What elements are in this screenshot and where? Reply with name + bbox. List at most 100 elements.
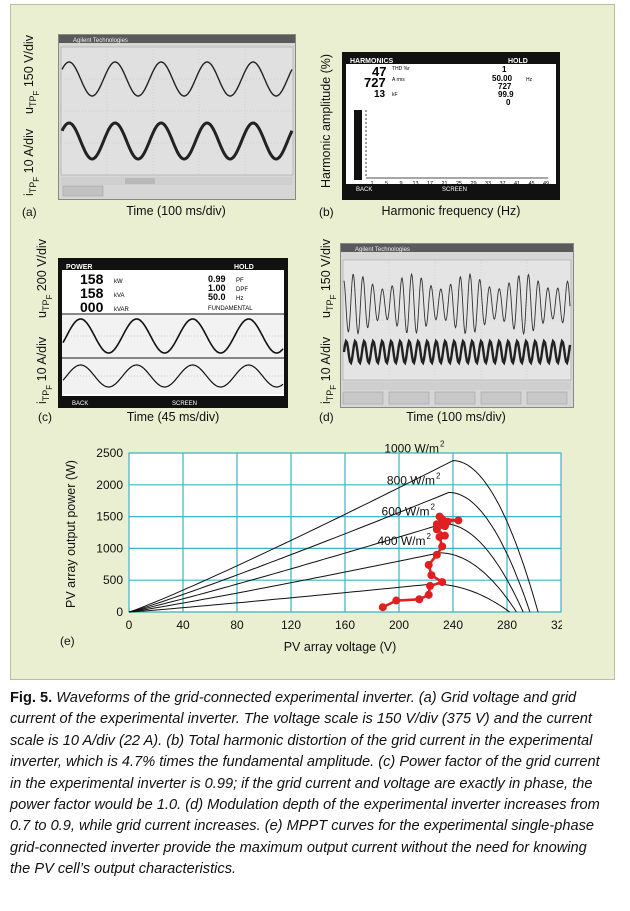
panel-b-screen-key: SCREEN bbox=[442, 187, 467, 193]
chart-x-tick-label: 200 bbox=[389, 618, 409, 632]
panel-b-rms-unit: A rms bbox=[392, 77, 405, 83]
panel-d-xlabel: Time (100 ms/div) bbox=[406, 410, 506, 424]
caption-text: Waveforms of the grid-connected experime… bbox=[10, 690, 600, 878]
chart-ylabel: PV array output power (W) bbox=[64, 460, 78, 608]
pv-curve bbox=[128, 491, 531, 613]
panel-b-meter-screen: HARMONICS HOLD 47 THD %r 727 A rms 13 kF… bbox=[342, 52, 560, 200]
panel-b-fundamental-bar bbox=[354, 110, 362, 180]
panel-a-waveforms: Agilent Technologies bbox=[59, 35, 295, 197]
pv-curve-label: 600 W/m bbox=[382, 505, 430, 519]
panel-c-kvar-unit: kVAR bbox=[114, 307, 130, 313]
mppt-point bbox=[427, 571, 436, 580]
panel-b-xlabel: Harmonic frequency (Hz) bbox=[381, 204, 521, 218]
panel-c-pf-unit: PF bbox=[236, 278, 244, 284]
mppt-point bbox=[435, 512, 444, 521]
panel-b-frequency: 50.00 bbox=[492, 74, 513, 83]
panel-a-ylabel-current: iTPF 10 A/div bbox=[22, 128, 41, 196]
panel-c-dpf-value: 1.00 bbox=[208, 283, 226, 293]
chart-y-tick-label: 2000 bbox=[96, 478, 123, 492]
chart-x-tick-label: 40 bbox=[176, 618, 190, 632]
panel-d-label: (d) bbox=[319, 410, 334, 424]
panel-b-back-key: BACK bbox=[356, 187, 372, 193]
panel-c-meter-screen: POWER HOLD 158 kW 158 kVA 000 kVAR 0.99 … bbox=[58, 258, 288, 408]
panel-c-hz-value: 50.0 bbox=[208, 292, 226, 302]
chart-x-tick-label: 280 bbox=[497, 618, 517, 632]
pv-curve-label-superscript: 2 bbox=[431, 503, 436, 512]
pv-curve-label: 800 W/m bbox=[387, 473, 435, 487]
panel-c-dpf-unit: DPF bbox=[236, 287, 248, 293]
mppt-point bbox=[392, 596, 401, 605]
panel-b-kf-unit: kF bbox=[392, 92, 398, 98]
panel-c-screen-title: POWER bbox=[66, 264, 92, 271]
panel-c-ylabel-voltage: uTPF 200 V/div bbox=[35, 239, 54, 318]
panel-b-percent: 99.9 bbox=[498, 90, 514, 99]
panel-c-screen-key: SCREEN bbox=[172, 401, 197, 407]
panel-d-ylabel-current: iTPF 10 A/div bbox=[319, 336, 338, 404]
pv-curve-label: 1000 W/m bbox=[384, 442, 439, 456]
mppt-point bbox=[415, 595, 424, 604]
panel-b-label: (b) bbox=[319, 205, 334, 219]
mppt-point bbox=[424, 560, 433, 569]
panel-c-xlabel: Time (45 ms/div) bbox=[126, 410, 220, 424]
panel-b-phase: 0 bbox=[506, 98, 511, 107]
pv-curve-label-superscript: 2 bbox=[440, 440, 445, 449]
panel-b-harmonic-order: 1 bbox=[502, 65, 507, 74]
figure-caption: Fig. 5. Waveforms of the grid-connected … bbox=[10, 688, 610, 881]
chart-x-tick-label: 120 bbox=[281, 618, 301, 632]
mppt-point bbox=[440, 531, 449, 540]
mppt-point bbox=[378, 603, 387, 612]
panel-d-waveforms: Agilent Technologies bbox=[341, 244, 573, 405]
panel-c-kw-value: 158 bbox=[80, 271, 104, 287]
panel-c-ylabel-current: iTPF 10 A/div bbox=[35, 336, 54, 404]
panel-c-label: (c) bbox=[38, 410, 52, 424]
panel-b-thd-value: 47 bbox=[372, 64, 386, 79]
chart-x-tick-label: 80 bbox=[230, 618, 244, 632]
panel-a-scope-title: Agilent Technologies bbox=[73, 38, 128, 44]
panel-d-ylabel-voltage: uTPF 150 V/div bbox=[319, 239, 338, 318]
panel-c-power-display: POWER HOLD 158 kW 158 kVA 000 kVAR 0.99 … bbox=[62, 262, 284, 407]
chart-x-tick-label: 0 bbox=[126, 618, 133, 632]
mppt-point bbox=[454, 516, 463, 525]
chart-panel-label: (e) bbox=[60, 634, 75, 648]
chart-y-tick-label: 500 bbox=[103, 573, 123, 587]
panel-c-back-key: BACK bbox=[72, 401, 88, 407]
panel-a-oscilloscope-screen: Agilent Technologies bbox=[58, 34, 296, 200]
chart-y-tick-label: 0 bbox=[116, 605, 123, 619]
pv-curve bbox=[128, 523, 524, 613]
panel-a-xlabel: Time (100 ms/div) bbox=[126, 204, 226, 218]
mppt-point bbox=[438, 542, 447, 551]
panel-c-fundamental: FUNDAMENTAL bbox=[208, 306, 253, 312]
mppt-point bbox=[432, 550, 441, 559]
chart-x-tick-label: 240 bbox=[443, 618, 463, 632]
mppt-point bbox=[424, 590, 433, 599]
panel-c-hz-unit: Hz bbox=[236, 296, 243, 302]
chart-x-tick-label: 320 bbox=[551, 618, 562, 632]
mppt-chart: 0 40 80 120 160 200 240 280 320 0 500 1000 1500 2000 2… bbox=[96, 440, 562, 632]
caption-fig-label: Fig. 5. bbox=[10, 690, 53, 706]
mppt-point bbox=[426, 581, 435, 590]
chart-x-tick-label: 160 bbox=[335, 618, 355, 632]
panel-c-kva-unit: kVA bbox=[114, 293, 125, 299]
pv-curve bbox=[128, 460, 539, 613]
chart-y-tick-label: 1500 bbox=[96, 510, 123, 524]
pv-curve bbox=[128, 583, 510, 613]
chart-xlabel: PV array voltage (V) bbox=[283, 640, 397, 654]
pv-curve-label: 400 W/m bbox=[377, 534, 425, 548]
panel-b-harmonics-display: HARMONICS HOLD 47 THD %r 727 A rms 13 kF… bbox=[346, 56, 556, 193]
panel-c-kw-unit: kW bbox=[114, 279, 123, 285]
panel-b-screen-mode: HOLD bbox=[508, 58, 528, 65]
panel-b-screen-title: HARMONICS bbox=[350, 58, 393, 65]
mppt-point bbox=[438, 578, 447, 587]
panel-b-kf-value: 13 bbox=[374, 89, 386, 100]
panel-c-screen-mode: HOLD bbox=[234, 264, 254, 271]
panel-b-rms-value: 727 bbox=[364, 75, 386, 90]
panel-d-oscilloscope-screen: Agilent Technologies bbox=[340, 243, 574, 408]
pv-curve bbox=[128, 552, 517, 613]
panel-b-ylabel: Harmonic amplitude (%) bbox=[319, 53, 333, 188]
pv-curve-label-superscript: 2 bbox=[436, 471, 441, 480]
chart-y-tick-label: 2500 bbox=[96, 446, 123, 460]
panel-b-frequency-unit: Hz bbox=[526, 77, 533, 83]
panel-c-kva-value: 158 bbox=[80, 285, 104, 301]
pv-curve-label-superscript: 2 bbox=[427, 532, 432, 541]
panel-c-kvar-value: 000 bbox=[80, 299, 104, 315]
